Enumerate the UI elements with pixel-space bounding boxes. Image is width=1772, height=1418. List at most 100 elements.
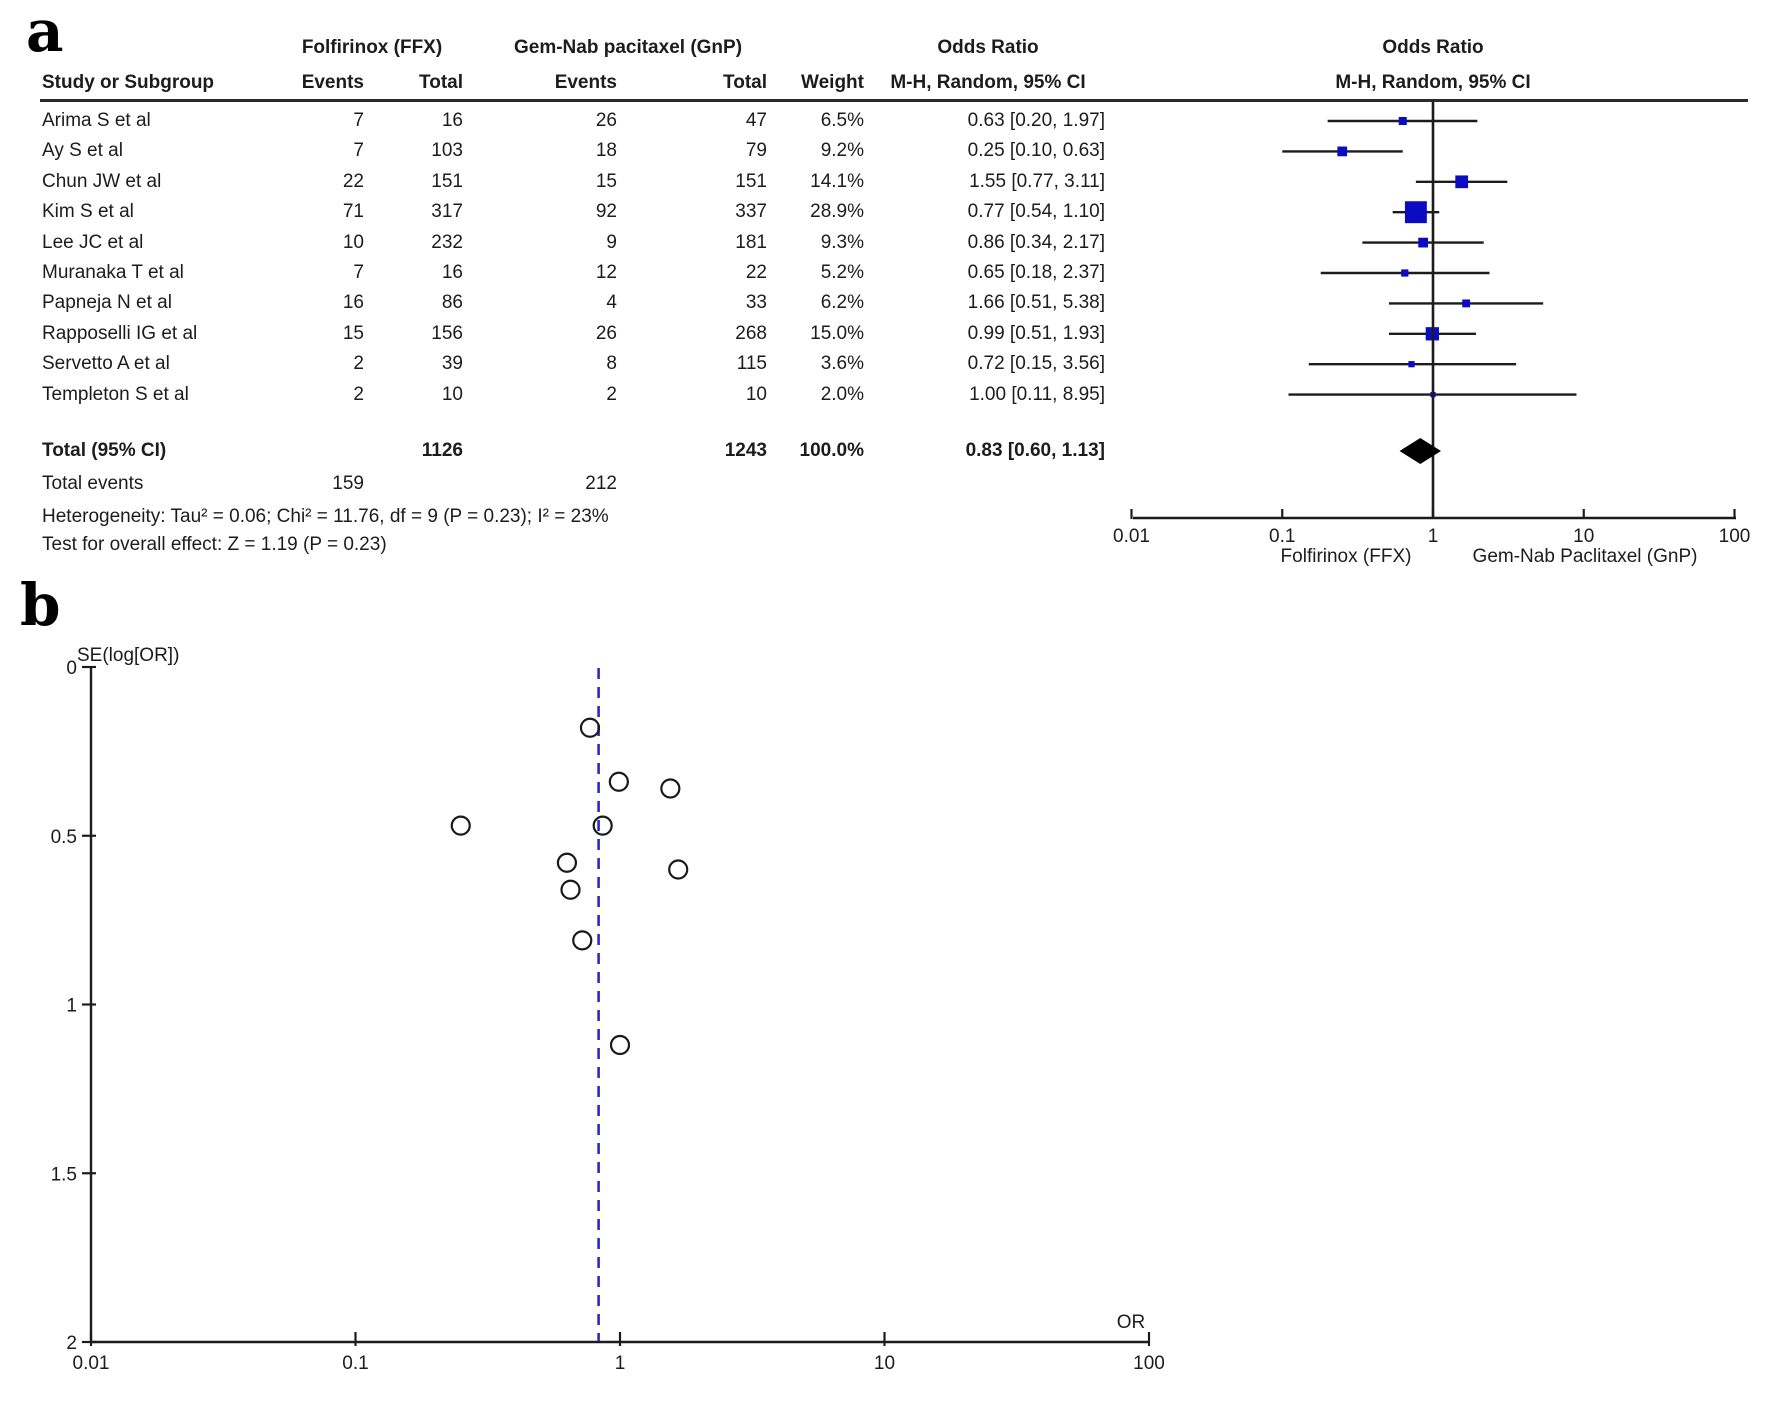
col-header-mh-text: M-H, Random, 95% CI (890, 72, 1086, 93)
funnel-point (608, 771, 629, 792)
weight-value: 28.9% (810, 201, 864, 222)
events-ffx-value: 7 (353, 140, 364, 161)
weight-value: 15.0% (810, 323, 864, 344)
forest-axis-tick-label: 0.01 (1113, 526, 1150, 547)
or-marker (1418, 237, 1429, 248)
total-gnp-value: 151 (735, 171, 767, 192)
funnel-point (572, 930, 593, 951)
funnel-point (592, 815, 613, 836)
total-events-gnp-value: 212 (585, 473, 617, 494)
header-divider (40, 99, 1748, 102)
events-gnp-value: 26 (595, 110, 617, 131)
events-gnp-value: 12 (595, 262, 617, 283)
funnel-y-axis-title: SE(log[OR]) (77, 645, 180, 666)
group-header-ffx: Folfirinox (FFX) (301, 37, 443, 58)
events-ffx-value: 2 (353, 353, 364, 374)
events-ffx-value: 2 (353, 384, 364, 405)
events-gnp-value: 2 (606, 384, 617, 405)
funnel-y-tick-label: 1 (66, 996, 77, 1017)
funnel-point (609, 1034, 631, 1056)
study-name: Servetto A et al (42, 353, 170, 374)
or-marker (1462, 299, 1471, 308)
forest-axis-tick-label: 100 (1719, 526, 1751, 547)
total-row-label: Total (95% CI) (42, 440, 167, 461)
forest-axis-tick-label: 0.1 (1269, 526, 1295, 547)
weight-value: 2.0% (820, 384, 864, 405)
events-gnp-value: 18 (595, 140, 617, 161)
funnel-point (668, 859, 689, 880)
or-ci-value: 0.65 [0.18, 2.37] (967, 262, 1105, 283)
total-ffx-value: 10 (441, 384, 463, 405)
heterogeneity-stats: Heterogeneity: Tau² = 0.06; Chi² = 11.76… (42, 506, 609, 527)
funnel-y-tick-label: 0 (66, 658, 77, 679)
total-gnp-value: 10 (745, 384, 767, 405)
study-name: Papneja N et al (42, 292, 172, 313)
or-marker (1455, 175, 1469, 189)
total-events-ffx-value: 159 (332, 473, 364, 494)
study-name: Muranaka T et al (42, 262, 184, 283)
funnel-x-tick-label: 0.1 (342, 1353, 368, 1374)
funnel-x-axis-title: OR (1116, 1312, 1146, 1333)
col-header-weight: Weight (801, 72, 864, 93)
total-or-ci-value: 0.83 [0.60, 1.13] (965, 440, 1105, 461)
or-ci-value: 0.72 [0.15, 3.56] (967, 353, 1105, 374)
weight-value: 3.6% (820, 353, 864, 374)
total-gnp-value: 47 (745, 110, 767, 131)
funnel-point (560, 879, 581, 900)
col-header-mh-plot: M-H, Random, 95% CI (1335, 72, 1531, 93)
study-name: Chun JW et al (42, 171, 162, 192)
total-events-label: Total events (42, 473, 144, 494)
or-ci-value: 1.55 [0.77, 3.11] (969, 171, 1105, 192)
total-weight-value: 100.0% (799, 440, 864, 461)
total-gnp-value: 79 (745, 140, 767, 161)
events-gnp-value: 26 (595, 323, 617, 344)
events-ffx-value: 10 (342, 232, 364, 253)
col-header-study: Study or Subgroup (42, 72, 215, 93)
events-gnp-value: 4 (606, 292, 617, 313)
panel-a-label: a (26, 0, 64, 65)
col-header-total-gnp: Total (723, 72, 767, 93)
events-ffx-value: 15 (342, 323, 364, 344)
or-marker (1401, 269, 1409, 277)
total-gnp-value: 337 (735, 201, 767, 222)
funnel-point (556, 852, 578, 873)
study-name: Ay S et al (42, 140, 123, 161)
or-ci-value: 0.63 [0.20, 1.97] (967, 110, 1105, 131)
axis-label-favours-gnp: Gem-Nab Paclitaxel (GnP) (1472, 546, 1698, 567)
events-gnp-value: 15 (595, 171, 617, 192)
weight-value: 9.3% (820, 232, 864, 253)
total-ffx-value: 86 (441, 292, 463, 313)
funnel-point (579, 717, 601, 738)
total-gnp-value: 33 (745, 292, 767, 313)
or-ci-value: 0.25 [0.10, 0.63] (967, 140, 1105, 161)
funnel-point (450, 815, 471, 836)
total-gnp-value: 268 (735, 323, 767, 344)
funnel-y-tick-label: 2 (66, 1333, 77, 1354)
col-header-events-gnp: Events (554, 72, 617, 93)
or-ci-value: 1.66 [0.51, 5.38] (967, 292, 1105, 313)
group-header-gnp: Gem-Nab pacitaxel (GnP) (513, 37, 743, 58)
total-ffx-value: 16 (441, 110, 463, 131)
axis-label-favours-ffx: Folfirinox (FFX) (1280, 546, 1412, 567)
overall-effect-stats: Test for overall effect: Z = 1.19 (P = 0… (42, 534, 387, 555)
total-ffx-value: 156 (431, 323, 463, 344)
total-ffx-value: 151 (431, 171, 463, 192)
events-gnp-value: 92 (595, 201, 617, 222)
total-ffx-value: 317 (431, 201, 463, 222)
funnel-x-tick-label: 10 (874, 1353, 895, 1374)
total-gnp-value: 181 (735, 232, 767, 253)
total-gnp-value: 22 (745, 262, 767, 283)
weight-value: 6.2% (820, 292, 864, 313)
or-marker (1337, 146, 1348, 157)
events-gnp-value: 8 (606, 353, 617, 374)
or-marker (1408, 361, 1415, 368)
weight-value: 5.2% (820, 262, 864, 283)
events-ffx-value: 22 (342, 171, 364, 192)
events-ffx-value: 71 (342, 201, 364, 222)
events-ffx-value: 7 (353, 262, 364, 283)
funnel-y-tick-label: 0.5 (51, 827, 77, 848)
pooled-diamond (1399, 438, 1442, 464)
total-ffx-value: 1126 (421, 440, 463, 461)
